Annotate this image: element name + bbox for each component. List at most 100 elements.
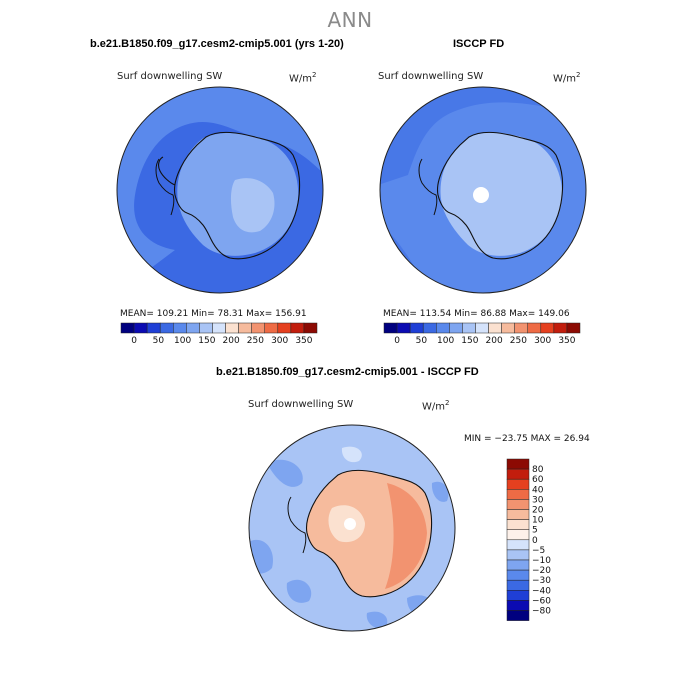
panel3-colorbar-tick-label: 40 — [532, 485, 544, 495]
panel2-colorbar-tick-label: 0 — [394, 336, 400, 346]
panel2-colorbar-tick-label: 300 — [534, 336, 551, 346]
panel1-colorbar-swatch — [238, 322, 252, 334]
panel1-colorbar-swatch — [133, 322, 148, 334]
panel3-pole-hole — [344, 518, 356, 530]
panel1-colorbar-swatch — [186, 322, 200, 334]
panel3-colorbar-swatch — [506, 478, 530, 490]
panel1-colorbar-tick-label: 350 — [295, 336, 312, 346]
panel2-polar-map — [379, 86, 587, 294]
panel3-colorbar-swatch — [506, 569, 530, 581]
panel3-colorbar-tick-label: −5 — [532, 546, 545, 556]
panel3-colorbar-tick-label: −20 — [532, 566, 551, 576]
panel1-stats: MEAN= 109.21 Min= 78.31 Max= 156.91 — [120, 309, 307, 319]
panel3-colorbar-swatch — [506, 539, 530, 551]
panel2-colorbar-swatch — [514, 322, 528, 334]
panel1-colorbar-tick-label: 100 — [174, 336, 191, 346]
panel3-stats: MIN = −23.75 MAX = 26.94 — [464, 434, 590, 444]
panel3-colorbar-swatch — [506, 509, 530, 520]
panel1-colorbar-swatch — [264, 322, 279, 334]
panel2-title: ISCCP FD — [453, 38, 505, 50]
panel1-colorbar-tick-label: 200 — [223, 336, 240, 346]
panel2-colorbar-swatch — [462, 322, 476, 334]
panel3-colorbar-swatch — [506, 610, 530, 621]
panel2-colorbar-swatch — [501, 322, 515, 334]
panel3-field-label: Surf downwelling SW — [248, 399, 354, 410]
panel1-colorbar-tick-label: 150 — [198, 336, 215, 346]
panel3-colorbar-tick-label: 30 — [532, 495, 544, 505]
panel3-coastline — [305, 469, 433, 598]
panel3-colorbar-tick-label: 5 — [532, 526, 538, 536]
panel3-colorbar-tick-label: −40 — [532, 586, 551, 596]
panel2-colorbar-swatch — [488, 322, 502, 334]
panel3-colorbar-swatch — [506, 559, 530, 571]
panel3-colorbar-tick-label: 80 — [532, 465, 544, 475]
panel2-colorbar-swatch — [553, 322, 568, 334]
panel2-colorbar-swatch — [383, 322, 398, 334]
panel1-colorbar-swatch — [225, 322, 239, 334]
panel1-colorbar-swatch — [303, 322, 318, 334]
panel1-units-label: W/m2 — [289, 71, 317, 85]
panel1-colorbar-swatch — [199, 322, 213, 334]
panel3-colorbar-tick-label: −30 — [532, 576, 551, 586]
panel3-colorbar-swatch — [506, 519, 530, 530]
panel3-colorbar-swatch — [506, 600, 530, 611]
figure-supertitle: ANN — [327, 8, 373, 32]
panel2-stats: MEAN= 113.54 Min= 86.88 Max= 149.06 — [383, 309, 570, 319]
panel1-plateau-field — [230, 178, 275, 233]
panel1-colorbar-swatch — [159, 322, 174, 334]
panel3-units-label: W/m2 — [422, 399, 450, 413]
panel1-colorbar-swatch — [146, 322, 161, 334]
panel2-colorbar-swatch — [475, 322, 489, 334]
panel3-colorbar-swatch — [506, 499, 530, 510]
panel2-colorbar-swatch — [527, 322, 542, 334]
panel2-outer-ocean — [380, 87, 586, 185]
panel1-colorbar: 0 50 100 150 200 250 300 350 — [120, 322, 318, 346]
panel3-colorbar-swatch — [506, 489, 530, 500]
panel1-coastline — [158, 131, 301, 260]
panel3-colorbar-tick-label: −60 — [532, 596, 551, 606]
panel1-colorbar-swatch — [120, 322, 135, 334]
panel2-colorbar-swatch — [436, 322, 450, 334]
panel3-colorbar-swatch — [506, 590, 530, 601]
panel3-anomaly-blob — [267, 459, 303, 487]
panel3-colorbar-tick-label: 60 — [532, 475, 544, 485]
panel3-colorbar-tick-label: −80 — [532, 607, 551, 617]
panel3-map-border — [248, 424, 456, 632]
panel3-colorbar-swatch — [506, 579, 530, 591]
panel2-colorbar-tick-label: 100 — [437, 336, 454, 346]
panel2-peninsula-coast — [418, 158, 438, 216]
panel3-coastal-high — [385, 483, 427, 589]
panel2-field-label: Surf downwelling SW — [378, 71, 484, 82]
panel2-colorbar-tick-label: 250 — [510, 336, 527, 346]
panel1-colorbar-swatch — [277, 322, 292, 334]
panel1-map-border — [116, 86, 324, 294]
panel3-peninsula-coast — [287, 496, 307, 554]
panel1-colorbar-tick-label: 300 — [271, 336, 288, 346]
panel1-colorbar-swatch — [212, 322, 226, 334]
panel3-colorbar-swatch — [506, 468, 530, 480]
panel1-field-label: Surf downwelling SW — [117, 71, 223, 82]
panel3-colorbar-tick-label: 20 — [532, 506, 544, 516]
panel2-colorbar-tick-label: 200 — [486, 336, 503, 346]
panel1-sea-ice-zone — [117, 87, 323, 293]
panel3-colorbar-swatch — [506, 458, 530, 470]
panel2-colorbar-swatch — [449, 322, 463, 334]
panel2-map-border — [379, 86, 587, 294]
panel3-colorbar-tick-label: −10 — [532, 556, 551, 566]
panel1-title: b.e21.B1850.f09_g17.cesm2-cmip5.001 (yrs… — [90, 38, 344, 50]
panel3-title: b.e21.B1850.f09_g17.cesm2-cmip5.001 - IS… — [216, 366, 479, 378]
panel2-coastline — [436, 131, 564, 260]
panel1-colorbar-tick-label: 250 — [247, 336, 264, 346]
panel2-colorbar-swatch — [540, 322, 555, 334]
panel2-colorbar-tick-label: 150 — [461, 336, 478, 346]
panel3-polar-map — [248, 424, 456, 632]
panel1-colorbar-swatch — [251, 322, 265, 334]
panel3-colorbar-swatch — [506, 549, 530, 561]
panel2-colorbar-tick-label: 50 — [416, 336, 428, 346]
panel1-colorbar-swatch — [290, 322, 305, 334]
panel1-colorbar-swatch — [173, 322, 187, 334]
panel2-units-label: W/m2 — [553, 71, 581, 85]
panel3-colorbar-tick-label: 0 — [532, 536, 538, 546]
panel1-polar-map — [116, 86, 324, 294]
